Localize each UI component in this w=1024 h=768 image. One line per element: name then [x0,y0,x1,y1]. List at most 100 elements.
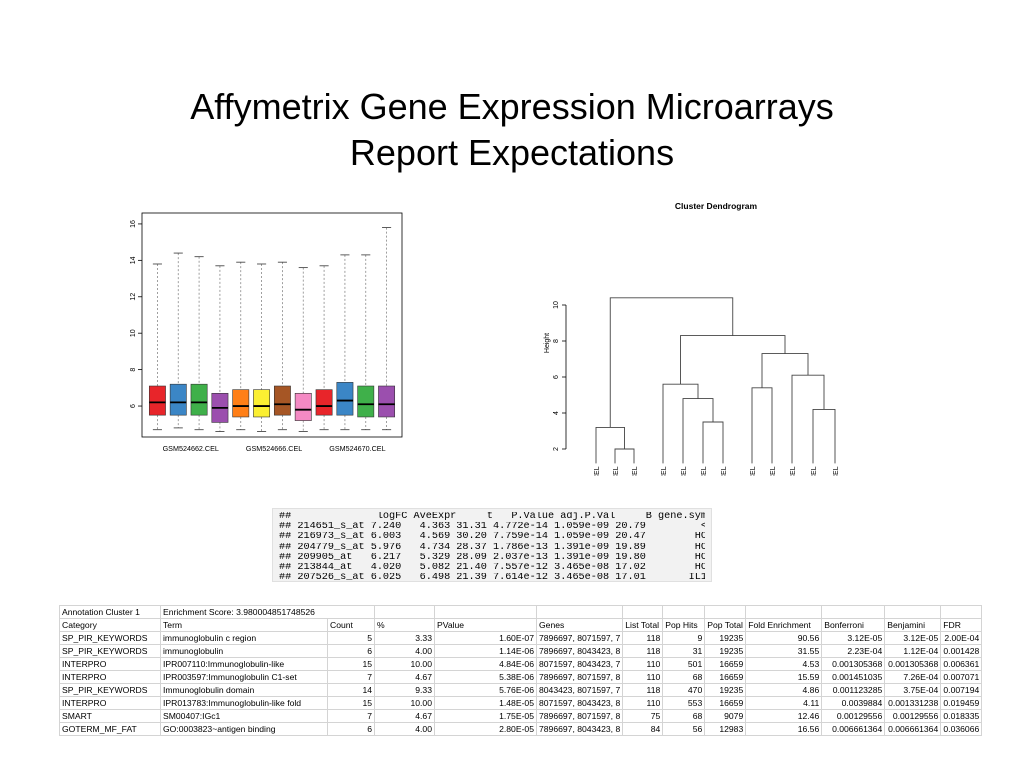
table-row: SMART SM00407:IGc1 7 4.67 1.75E-05 7896697, 8… [59,709,983,723]
box-12 [378,227,396,431]
table-cell: 4.11 [745,696,823,710]
table-cell: INTERPRO [59,696,161,710]
table-cell: GOTERM_MF_FAT [59,722,161,736]
table-cell: 2.00E-04 [940,631,983,645]
table-cell: SP_PIR_KEYWORDS [59,683,161,697]
box-body [336,382,354,416]
y-tick-label: 12 [130,293,137,301]
table-cell: 7 [327,670,375,684]
table-cell: 0.001428 [940,644,983,658]
column-header: Bonferroni [821,618,886,632]
table-cell: SMART [59,709,161,723]
dendrogram-branch [682,398,714,464]
box-body [357,385,375,418]
r-output-line: ## 213844_at 4.020 5.082 21.40 7.557e-12… [279,562,705,573]
box-6 [253,263,271,432]
leaf-label: GSM524664.CEL [750,466,757,476]
box-4 [211,265,229,432]
table-cell: 0.006361 [940,657,983,671]
y-tick-label: 8 [130,368,137,372]
table-cell: 68 [662,709,706,723]
table-cell: 8071597, 8043423, 8 [535,696,624,710]
leaf-label: GSM524665.CEL [770,466,777,476]
table-cell: 110 [622,696,664,710]
table-cell: 31.55 [745,644,823,658]
table-cell: 118 [622,683,664,697]
table-cell: 4.84E-06 [434,657,537,671]
table-cell: 0.036066 [940,722,983,736]
table-cell: 1.48E-05 [434,696,537,710]
table-cell: 501 [662,657,706,671]
table-cell: 118 [622,631,664,645]
x-tick-label: GSM524666.CEL [246,444,302,453]
table-cell: 90.56 [745,631,823,645]
column-header: Category [59,618,161,632]
table-cell: SP_PIR_KEYWORDS [59,631,161,645]
r-output-line: ## 216973_s_at 6.003 4.569 30.20 7.759e-… [279,532,705,543]
table-cell: GO:0003823~antigen binding [160,722,328,736]
dendrogram-branch [609,297,734,428]
table-cell: 0.001305368 [821,657,886,671]
box-body [253,389,271,418]
table-cell: 4.00 [374,644,435,658]
slide-title-line2: Report Expectations [349,132,675,173]
table-row: GOTERM_MF_FAT GO:0003823~antigen binding 6… [59,722,983,736]
table-cell: 15 [327,657,375,671]
table-cell: 0.001305368 [884,657,942,671]
table-cell: 1.12E-04 [884,644,942,658]
table-cell: SM00407:IGc1 [160,709,328,723]
box-body [190,383,208,416]
dendrogram-branch [791,374,825,464]
enrichment-table: Annotation Cluster 1 Enrichment Score: 3… [59,605,983,736]
table-cell: 4.86 [745,683,823,697]
table-cell: 0.019459 [940,696,983,710]
leaf-label: GSM524662.CEL [661,466,668,476]
dendrogram-branch [595,426,625,464]
leaf-label: GSM524663.CEL [790,466,797,476]
leaf-label: GSM524667.CEL [701,466,708,476]
slide-title: Affymetrix Gene Expression Microarrays R… [0,84,1024,176]
table-cell: 0.00129556 [821,709,886,723]
box-7 [273,261,291,431]
table-cell: 56 [662,722,706,736]
box-body [294,392,312,421]
y-tick-label: 2 [553,447,560,451]
table-cell: 7896697, 8071597, 8 [535,670,624,684]
table-cell: INTERPRO [59,657,161,671]
leaf-label: GSM524668.CEL [681,466,688,476]
table-cell: 470 [662,683,706,697]
table-cell: 3.12E-05 [884,631,942,645]
leaf-label: GSM524669.CEL [721,466,728,476]
column-header: List Total [622,618,664,632]
r-output-line: ## 209905_at 6.217 5.329 28.09 2.037e-13… [279,552,705,563]
table-cell: 0.007071 [940,670,983,684]
dendrogram-branch [751,387,773,464]
r-output-block: ## logFC AveExpr t P.Value adj.P.Val B g… [272,508,712,583]
column-header: Count [327,618,375,632]
table-cell: 84 [622,722,664,736]
y-tick-label: 10 [553,301,560,309]
table-cell: 5.38E-06 [434,670,537,684]
expression-boxplot: 6 8 10 12 14 16 GSM524662.CEL GSM524666.CEL GSM5… [130,212,403,453]
table-cell: 1.14E-06 [434,644,537,658]
y-tick-label: 6 [130,404,137,408]
y-tick-label: 6 [553,375,560,379]
table-cell: 8071597, 8043423, 7 [535,657,624,671]
table-row: SP_PIR_KEYWORDS immunoglobulin 6 4.00 1.14E-… [59,644,983,658]
table-cell: 0.007194 [940,683,983,697]
table-cell: 6 [327,722,375,736]
y-axis-label: Height [544,333,551,353]
cluster-dendrogram: Cluster Dendrogram 2 4 6 8 10 Height GSM524673.… [544,201,840,476]
table-cell: 9 [662,631,706,645]
table-cell: 3.12E-05 [821,631,886,645]
table-cell: 0.006661364 [821,722,886,736]
table-row: INTERPRO IPR007110:Immunoglobulin-like 15 1… [59,657,983,671]
table-cell: 4.67 [374,709,435,723]
x-tick-label: GSM524662.CEL [163,444,219,453]
table-cell: 7.26E-04 [884,670,942,684]
table-cell: INTERPRO [59,670,161,684]
leaf-label: GSM524673.CEL [594,466,601,476]
box-9 [315,265,333,431]
table-cell: 31 [662,644,706,658]
plot-frame [141,212,403,438]
